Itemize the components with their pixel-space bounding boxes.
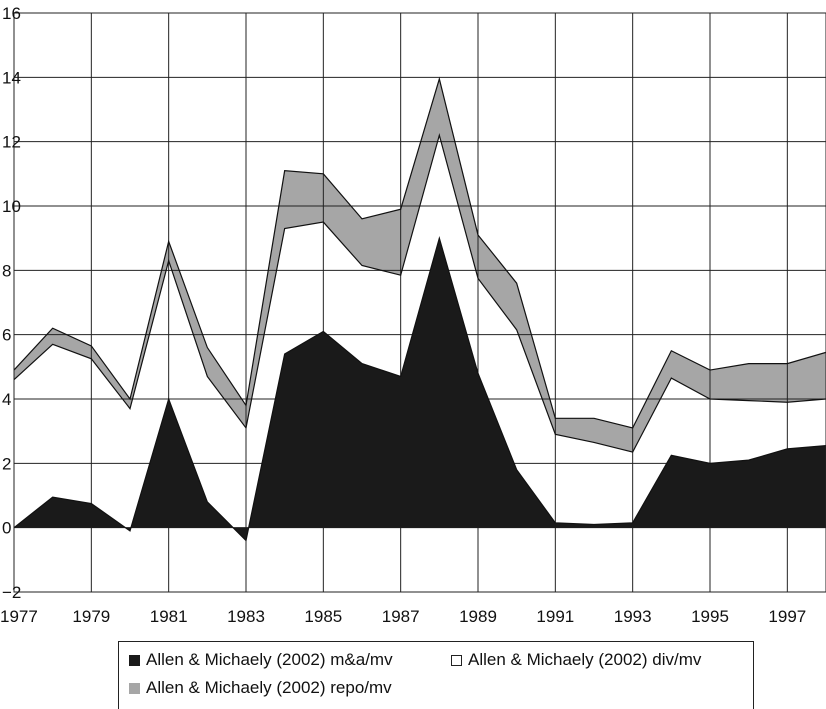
series-line-2 xyxy=(13,132,826,453)
series-area-1-overlay xyxy=(14,238,826,541)
y-tick-label-5: 8 xyxy=(2,261,11,280)
x-tick-label-1: 1979 xyxy=(72,607,110,626)
y-tick-label-6: 10 xyxy=(2,197,21,216)
x-tick-label-0: 1977 xyxy=(0,607,38,626)
x-tick-label-6: 1989 xyxy=(459,607,497,626)
legend: Allen & Michaely (2002) m&a/mv Allen & M… xyxy=(118,641,754,709)
x-tick-label-9: 1995 xyxy=(691,607,729,626)
x-tick-label-3: 1983 xyxy=(227,607,265,626)
x-tick-label-8: 1993 xyxy=(614,607,652,626)
legend-item-repo: Allen & Michaely (2002) repo/mv xyxy=(129,678,392,698)
y-tick-label-2: 2 xyxy=(2,454,11,473)
series-line-3 xyxy=(13,76,826,429)
legend-label-repo: Allen & Michaely (2002) repo/mv xyxy=(146,678,392,697)
x-tick-label-4: 1985 xyxy=(304,607,342,626)
legend-item-div: Allen & Michaely (2002) div/mv xyxy=(451,650,701,670)
legend-swatch-div xyxy=(451,654,462,666)
y-tick-label-3: 4 xyxy=(2,390,11,409)
y-tick-label-1: 0 xyxy=(2,519,11,538)
legend-item-ma: Allen & Michaely (2002) m&a/mv xyxy=(129,650,393,670)
legend-swatch-repo xyxy=(129,682,140,694)
stacked-area-chart: −2 0 2 4 6 8 10 12 14 16 1977 1979 1981 1983 1985 1987 1… xyxy=(0,4,826,626)
legend-label-ma: Allen & Michaely (2002) m&a/mv xyxy=(146,650,393,669)
series-area-3 xyxy=(14,78,826,453)
plot-frame xyxy=(13,12,826,593)
x-tick-label-7: 1991 xyxy=(536,607,574,626)
x-tick-label-5: 1987 xyxy=(382,607,420,626)
y-tick-label-0: −2 xyxy=(2,583,21,602)
legend-swatch-ma xyxy=(129,654,140,666)
x-tick-label-10: 1997 xyxy=(768,607,806,626)
y-tick-label-9: 16 xyxy=(2,4,21,23)
x-tick-label-2: 1981 xyxy=(150,607,188,626)
y-tick-label-4: 6 xyxy=(2,326,11,345)
y-tick-label-7: 12 xyxy=(2,133,21,152)
series-line-1 xyxy=(13,235,826,542)
series-area-2 xyxy=(14,135,826,541)
legend-label-div: Allen & Michaely (2002) div/mv xyxy=(468,650,702,669)
y-tick-label-8: 14 xyxy=(2,68,21,87)
